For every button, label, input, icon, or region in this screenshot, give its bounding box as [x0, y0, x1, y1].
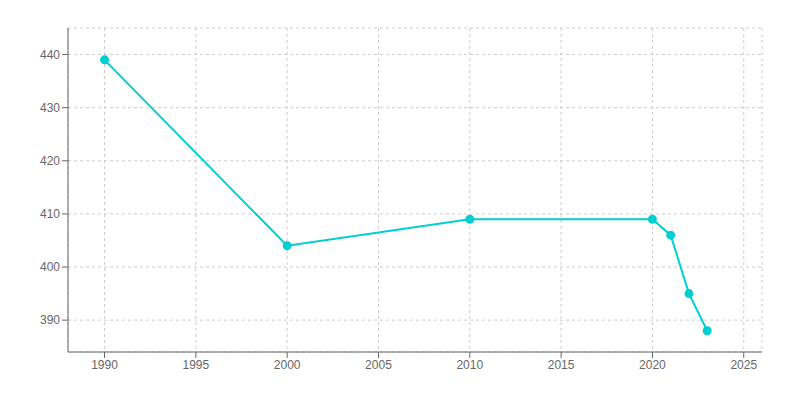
svg-text:2000: 2000 — [274, 358, 301, 372]
svg-text:2020: 2020 — [639, 358, 666, 372]
svg-text:2005: 2005 — [365, 358, 392, 372]
svg-text:410: 410 — [40, 207, 60, 221]
svg-text:2010: 2010 — [456, 358, 483, 372]
svg-text:400: 400 — [40, 260, 60, 274]
svg-text:1990: 1990 — [91, 358, 118, 372]
svg-text:2015: 2015 — [548, 358, 575, 372]
svg-text:390: 390 — [40, 313, 60, 327]
svg-text:420: 420 — [40, 154, 60, 168]
svg-text:1995: 1995 — [182, 358, 209, 372]
svg-text:440: 440 — [40, 48, 60, 62]
svg-text:2025: 2025 — [730, 358, 757, 372]
svg-text:430: 430 — [40, 101, 60, 115]
